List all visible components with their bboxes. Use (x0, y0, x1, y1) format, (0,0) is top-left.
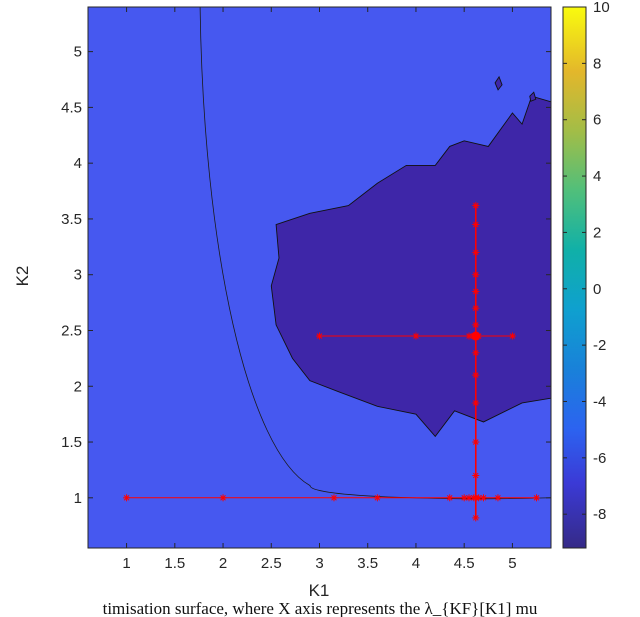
y-axis-label: K2 (13, 266, 32, 287)
search-point (412, 332, 420, 340)
search-point (479, 494, 487, 502)
x-tick-label: 3 (315, 555, 323, 572)
x-axis-label: K1 (309, 581, 330, 600)
x-tick-label: 1 (122, 555, 130, 572)
colorbar-tick-label: -6 (593, 450, 606, 467)
y-tick-label: 3 (74, 267, 82, 284)
search-point (472, 471, 480, 479)
search-point (472, 494, 480, 502)
y-tick-label: 4 (74, 155, 82, 172)
search-point (472, 438, 480, 446)
x-tick-label: 2 (219, 555, 227, 572)
minimum-island (494, 75, 503, 91)
search-point (472, 271, 480, 279)
search-point (472, 287, 480, 295)
colorbar-ticks: 10 8 6 4 2 0 -2 -4 -6 -8 (563, 0, 610, 523)
search-point (316, 332, 323, 340)
heatmap-plot-area (88, 7, 551, 548)
x-tick-label: 4 (412, 555, 420, 572)
search-point (472, 349, 480, 357)
x-tick-label: 1.5 (164, 555, 185, 572)
search-point (446, 494, 454, 502)
colorbar-tick-label: 2 (593, 224, 601, 241)
search-point (472, 221, 480, 229)
minimum-region (270, 95, 551, 438)
search-point (472, 248, 480, 256)
search-point (472, 371, 480, 379)
search-point (533, 494, 541, 502)
search-point (472, 202, 480, 210)
y-tick-label: 4.5 (61, 99, 82, 116)
contour-bands (88, 7, 551, 548)
search-point (472, 304, 480, 312)
colorbar-tick-label: -2 (593, 337, 606, 354)
search-point (373, 494, 381, 502)
x-axis: 1 1.5 2 2.5 3 3.5 4 4.5 5 (122, 7, 517, 572)
colorbar-tick-label: -4 (593, 393, 606, 410)
search-point (472, 514, 480, 522)
optimum-point (471, 331, 481, 341)
contour-band (88, 7, 551, 548)
search-point (123, 494, 131, 502)
search-path (123, 202, 541, 522)
x-tick-label: 3.5 (357, 555, 378, 572)
y-tick-label: 2.5 (61, 322, 82, 339)
search-point (472, 321, 480, 329)
x-tick-label: 4.5 (454, 555, 475, 572)
colorbar-tick-label: 6 (593, 112, 601, 129)
y-tick-label: 1.5 (61, 434, 82, 451)
colorbar: 10 8 6 4 2 0 -2 -4 -6 -8 (562, 0, 610, 549)
x-tick-label: 5 (508, 555, 516, 572)
y-axis: 1 1.5 2 2.5 3 3.5 4 4.5 5 (61, 44, 551, 507)
colorbar-tick-label: 0 (593, 281, 601, 298)
colorbar-tick-label: 10 (593, 0, 610, 16)
figure-caption: timisation surface, where X axis represe… (102, 599, 538, 617)
y-tick-label: 3.5 (61, 211, 82, 228)
search-point (219, 494, 227, 502)
colorbar-tick-label: 4 (593, 168, 601, 185)
x-tick-label: 2.5 (261, 555, 282, 572)
colorbar-tick-label: -8 (593, 506, 606, 523)
colorbar-gradient (562, 6, 587, 549)
y-tick-label: 2 (74, 378, 82, 395)
search-point (494, 494, 502, 502)
y-tick-label: 5 (74, 44, 82, 61)
minimum-island (529, 91, 537, 102)
search-point (330, 494, 338, 502)
y-tick-label: 1 (74, 490, 82, 507)
search-point (472, 399, 480, 407)
search-point (508, 332, 516, 340)
colorbar-tick-label: 8 (593, 55, 601, 72)
